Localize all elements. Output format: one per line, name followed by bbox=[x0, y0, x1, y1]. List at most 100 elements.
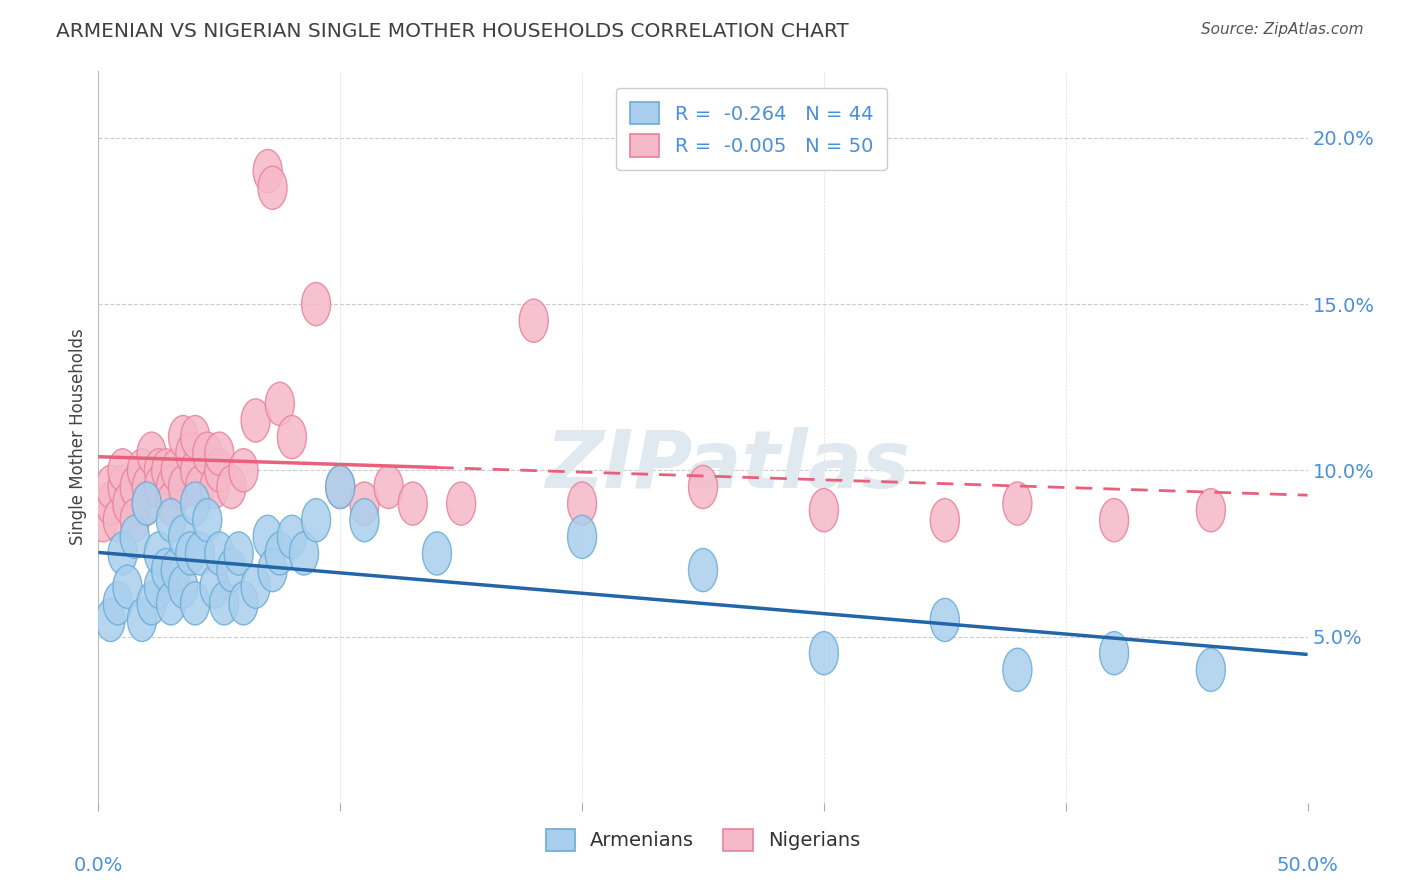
Ellipse shape bbox=[374, 466, 404, 508]
Ellipse shape bbox=[326, 466, 354, 508]
Ellipse shape bbox=[162, 549, 190, 591]
Ellipse shape bbox=[200, 466, 229, 508]
Ellipse shape bbox=[108, 466, 138, 508]
Ellipse shape bbox=[145, 532, 173, 575]
Ellipse shape bbox=[132, 482, 162, 525]
Ellipse shape bbox=[156, 482, 186, 525]
Ellipse shape bbox=[1002, 648, 1032, 691]
Ellipse shape bbox=[132, 466, 162, 508]
Ellipse shape bbox=[138, 582, 166, 625]
Ellipse shape bbox=[180, 416, 209, 458]
Ellipse shape bbox=[810, 489, 838, 532]
Ellipse shape bbox=[200, 566, 229, 608]
Ellipse shape bbox=[259, 549, 287, 591]
Ellipse shape bbox=[229, 449, 259, 491]
Ellipse shape bbox=[224, 532, 253, 575]
Ellipse shape bbox=[180, 449, 209, 491]
Ellipse shape bbox=[290, 532, 319, 575]
Ellipse shape bbox=[145, 466, 173, 508]
Ellipse shape bbox=[266, 382, 294, 425]
Ellipse shape bbox=[205, 449, 233, 491]
Ellipse shape bbox=[205, 432, 233, 475]
Ellipse shape bbox=[689, 466, 717, 508]
Ellipse shape bbox=[132, 482, 162, 525]
Ellipse shape bbox=[810, 632, 838, 674]
Ellipse shape bbox=[156, 499, 186, 541]
Ellipse shape bbox=[1099, 632, 1129, 674]
Ellipse shape bbox=[301, 499, 330, 541]
Ellipse shape bbox=[209, 582, 239, 625]
Ellipse shape bbox=[169, 516, 198, 558]
Ellipse shape bbox=[326, 466, 354, 508]
Ellipse shape bbox=[422, 532, 451, 575]
Ellipse shape bbox=[217, 549, 246, 591]
Ellipse shape bbox=[266, 532, 294, 575]
Ellipse shape bbox=[350, 482, 380, 525]
Ellipse shape bbox=[1099, 499, 1129, 541]
Ellipse shape bbox=[689, 549, 717, 591]
Legend: Armenians, Nigerians: Armenians, Nigerians bbox=[537, 821, 869, 859]
Ellipse shape bbox=[277, 516, 307, 558]
Ellipse shape bbox=[176, 432, 205, 475]
Ellipse shape bbox=[120, 499, 149, 541]
Ellipse shape bbox=[103, 582, 132, 625]
Ellipse shape bbox=[96, 599, 125, 641]
Ellipse shape bbox=[1002, 482, 1032, 525]
Ellipse shape bbox=[108, 532, 138, 575]
Ellipse shape bbox=[156, 582, 186, 625]
Ellipse shape bbox=[1197, 489, 1226, 532]
Ellipse shape bbox=[180, 482, 209, 525]
Ellipse shape bbox=[169, 566, 198, 608]
Ellipse shape bbox=[1197, 648, 1226, 691]
Ellipse shape bbox=[931, 499, 959, 541]
Ellipse shape bbox=[169, 466, 198, 508]
Ellipse shape bbox=[96, 466, 125, 508]
Ellipse shape bbox=[89, 499, 118, 541]
Ellipse shape bbox=[112, 482, 142, 525]
Ellipse shape bbox=[205, 532, 233, 575]
Text: ZIPatlas: ZIPatlas bbox=[544, 427, 910, 506]
Ellipse shape bbox=[931, 599, 959, 641]
Ellipse shape bbox=[180, 582, 209, 625]
Text: 50.0%: 50.0% bbox=[1277, 856, 1339, 875]
Ellipse shape bbox=[447, 482, 475, 525]
Ellipse shape bbox=[152, 549, 180, 591]
Ellipse shape bbox=[217, 466, 246, 508]
Ellipse shape bbox=[103, 499, 132, 541]
Ellipse shape bbox=[145, 566, 173, 608]
Ellipse shape bbox=[193, 499, 222, 541]
Ellipse shape bbox=[301, 283, 330, 326]
Ellipse shape bbox=[176, 532, 205, 575]
Ellipse shape bbox=[568, 516, 596, 558]
Ellipse shape bbox=[108, 449, 138, 491]
Ellipse shape bbox=[259, 166, 287, 210]
Y-axis label: Single Mother Households: Single Mother Households bbox=[69, 329, 87, 545]
Ellipse shape bbox=[240, 566, 270, 608]
Ellipse shape bbox=[240, 399, 270, 442]
Ellipse shape bbox=[120, 516, 149, 558]
Ellipse shape bbox=[568, 482, 596, 525]
Ellipse shape bbox=[112, 566, 142, 608]
Ellipse shape bbox=[253, 516, 283, 558]
Ellipse shape bbox=[138, 432, 166, 475]
Ellipse shape bbox=[96, 482, 125, 525]
Ellipse shape bbox=[277, 416, 307, 458]
Ellipse shape bbox=[350, 499, 380, 541]
Text: ARMENIAN VS NIGERIAN SINGLE MOTHER HOUSEHOLDS CORRELATION CHART: ARMENIAN VS NIGERIAN SINGLE MOTHER HOUSE… bbox=[56, 22, 849, 41]
Ellipse shape bbox=[229, 582, 259, 625]
Ellipse shape bbox=[253, 150, 283, 193]
Ellipse shape bbox=[193, 432, 222, 475]
Ellipse shape bbox=[186, 466, 215, 508]
Ellipse shape bbox=[152, 449, 180, 491]
Ellipse shape bbox=[398, 482, 427, 525]
Ellipse shape bbox=[162, 449, 190, 491]
Ellipse shape bbox=[128, 599, 156, 641]
Ellipse shape bbox=[120, 466, 149, 508]
Ellipse shape bbox=[156, 466, 186, 508]
Ellipse shape bbox=[519, 299, 548, 343]
Ellipse shape bbox=[169, 416, 198, 458]
Ellipse shape bbox=[186, 532, 215, 575]
Ellipse shape bbox=[145, 449, 173, 491]
Text: 0.0%: 0.0% bbox=[73, 856, 124, 875]
Text: Source: ZipAtlas.com: Source: ZipAtlas.com bbox=[1201, 22, 1364, 37]
